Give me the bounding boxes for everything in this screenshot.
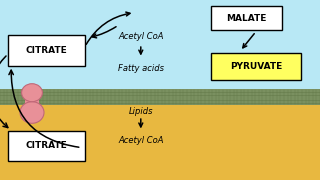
Text: Lipids: Lipids xyxy=(129,107,153,116)
Bar xyxy=(0,0,320,89)
Text: Acetyl CoA: Acetyl CoA xyxy=(118,136,164,145)
FancyBboxPatch shape xyxy=(25,88,39,106)
FancyBboxPatch shape xyxy=(211,6,282,30)
FancyBboxPatch shape xyxy=(8,35,85,66)
FancyArrowPatch shape xyxy=(0,56,8,128)
Bar xyxy=(0,89,320,105)
Text: Acetyl CoA: Acetyl CoA xyxy=(118,31,164,40)
FancyArrowPatch shape xyxy=(9,70,79,147)
Text: CITRATE: CITRATE xyxy=(26,46,67,55)
Bar xyxy=(0,105,320,180)
Text: CITRATE: CITRATE xyxy=(26,141,67,150)
Ellipse shape xyxy=(22,84,42,102)
Ellipse shape xyxy=(20,102,44,123)
FancyBboxPatch shape xyxy=(8,130,85,161)
FancyBboxPatch shape xyxy=(211,53,301,80)
Text: PYRUVATE: PYRUVATE xyxy=(230,62,282,71)
Text: MALATE: MALATE xyxy=(226,14,267,22)
Text: Fatty acids: Fatty acids xyxy=(118,64,164,73)
